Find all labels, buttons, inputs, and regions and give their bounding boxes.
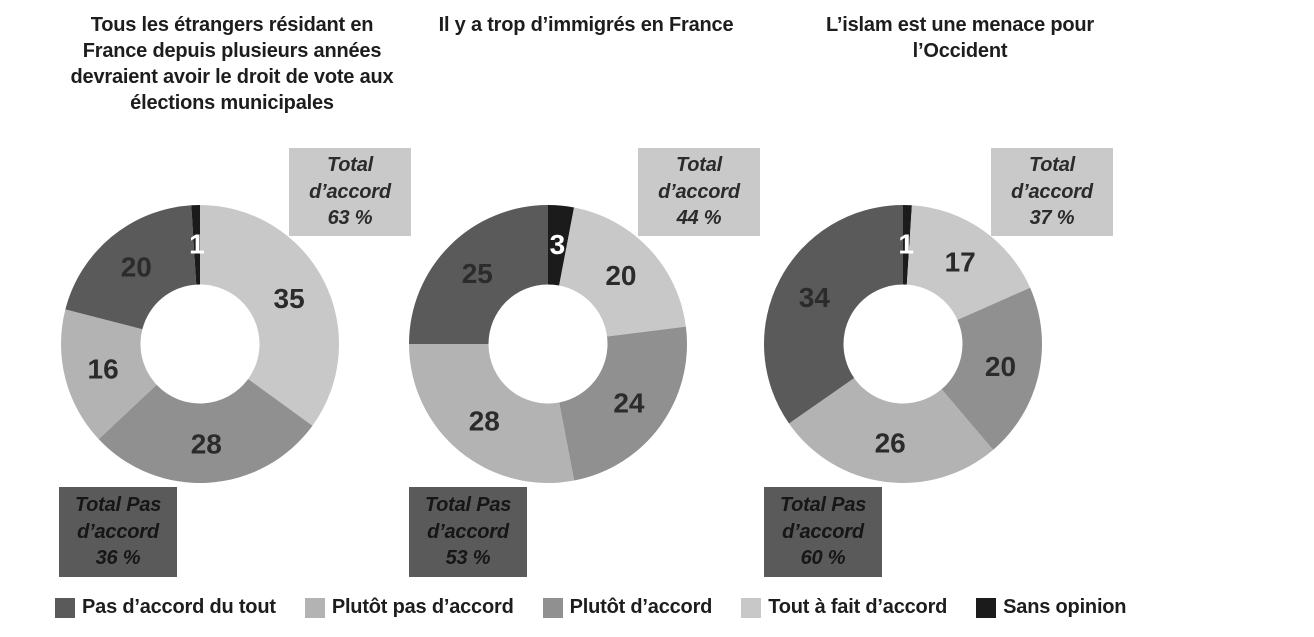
donut-svg: 3 20 24 28 25 [409,205,687,484]
segment-value-label: 26 [875,428,906,459]
segment-value-label: 1 [189,229,205,260]
donut-segment [789,378,994,483]
donut-segment [903,205,912,285]
legend-item-label: Plutôt d’accord [569,596,713,618]
legend-item: Tout à fait d’accord [741,596,947,619]
legend-item: Plutôt pas d’accord [304,596,514,619]
donut-svg: 1 17 20 26 34 [764,205,1042,483]
donut-segment [409,344,575,484]
donut-chart-trop-immigres: 3 20 24 28 25 [398,194,698,494]
segment-value-label: 28 [469,406,500,437]
legend: Pas d’accord du tout Plutôt pas d’accord P… [55,596,1127,619]
donut-segment [65,205,197,330]
donut-chart-vote-municipal: 35 28 16 20 1 [50,194,350,494]
segment-value-label: 3 [550,229,566,260]
total-agree-box: Total d’accord 63 % [289,148,411,236]
chart-title-vote-municipal: Tous les étrangers résidant en France de… [70,14,394,114]
legend-swatch [542,597,563,618]
segment-value-label: 20 [985,351,1016,382]
legend-item-label: Plutôt pas d’accord [331,596,514,618]
donut-svg: 35 28 16 20 1 [61,204,339,483]
segment-value-label: 24 [613,387,645,418]
donut-segment [764,205,903,424]
donut-segment [559,207,686,337]
chart-title-islam-menace: L’islam est une menace pour l’Occident [825,14,1095,62]
legend-swatch [304,597,325,618]
donut-segment [548,205,575,286]
donut-segment [559,326,687,481]
donut-chart-islam-menace: 1 17 20 26 34 [753,194,1053,494]
segment-value-label: 20 [605,260,636,291]
donut-segment [98,378,313,483]
segment-value-label: 25 [462,258,493,289]
legend-item: Pas d’accord du tout [55,596,276,619]
total-disagree-box: Total Pas d’accord 53 % [409,487,527,577]
donut-segment [941,287,1042,450]
legend-swatch [741,597,762,618]
donut-segment [191,204,200,285]
segment-value-label: 34 [799,282,831,313]
total-disagree-box: Total Pas d’accord 60 % [764,487,882,577]
total-disagree-box: Total Pas d’accord 36 % [59,487,177,577]
legend-item-label: Pas d’accord du tout [82,596,276,618]
chart-title-trop-immigres: Il y a trop d’immigrés en France [438,14,734,36]
donut-segment [61,309,157,440]
segment-value-label: 17 [945,247,976,278]
legend-item-label: Tout à fait d’accord [768,596,948,618]
legend-item: Sans opinion [976,596,1127,619]
legend-item: Plutôt d’accord [542,596,713,619]
legend-item-label: Sans opinion [1003,596,1127,618]
segment-value-label: 1 [898,229,914,260]
total-agree-box: Total d’accord 37 % [991,148,1113,236]
segment-value-label: 35 [274,283,305,314]
donut-segment [200,205,339,426]
segment-value-label: 20 [121,251,152,282]
segment-value-label: 16 [88,353,119,384]
donut-segment [906,205,1031,320]
legend-swatch [55,597,75,618]
legend-swatch [976,597,997,618]
segment-value-label: 28 [191,428,222,459]
total-agree-box: Total d’accord 44 % [638,148,760,236]
donut-segment [409,205,548,344]
